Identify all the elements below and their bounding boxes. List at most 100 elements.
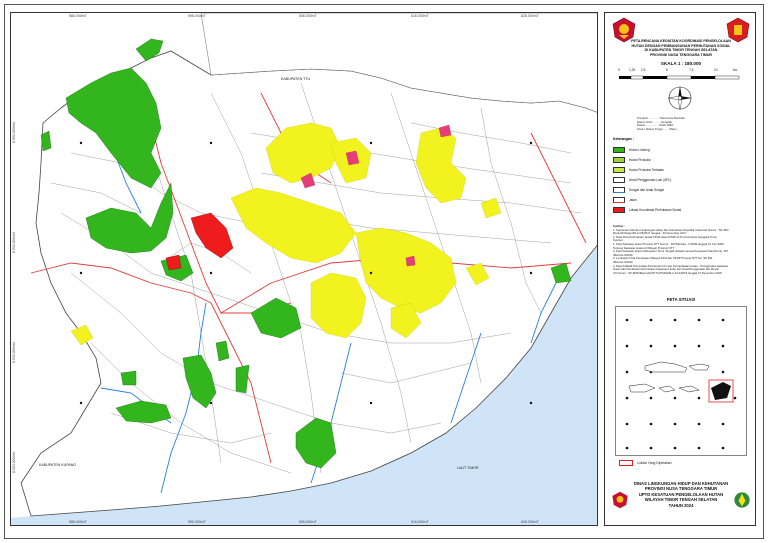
ttu-region <box>200 13 597 113</box>
legend-item: Hutan Lindung <box>613 145 650 154</box>
inset-timor-highlight <box>711 382 731 400</box>
note-line-4: Sumber : <box>613 238 625 243</box>
note-line-5: 1. Peta Kawasan Hutan Provinsi NTT Nomor… <box>613 241 724 246</box>
note-line-11: 4. Peta Indikatif Penundaan Pemberian Iz… <box>613 263 729 268</box>
legend-item: Areal Penggunaan Lain (APL) <box>613 175 671 184</box>
map-sheet-frame <box>4 4 764 539</box>
legend-item: Hutan Produksi Terbatas <box>613 165 664 174</box>
legend-item: Jalan <box>613 195 637 204</box>
legend-swatch <box>613 186 625 193</box>
source-notes: Sumber : 1. Keputusan Menteri Lingkungan… <box>613 224 753 275</box>
coord-left-3: 8.934.000mU <box>12 341 16 363</box>
note-line-10: /Menhut-II/2010 <box>613 259 633 264</box>
inset-legend-swatch <box>619 460 633 466</box>
legend-label: Hutan Lindung <box>629 147 650 152</box>
inset-legend: Lokasi Yang Dipetakan <box>619 460 672 466</box>
meta-line-3: Datum ................ WGS 1984 <box>637 123 673 128</box>
social-forestry-locations <box>165 212 234 271</box>
coord-bottom-1: 586.000mT <box>69 520 87 524</box>
note-line-12: Hutan dan Perubahan Peruntukan Kawasan H… <box>613 267 719 272</box>
legend-label: Hutan Produksi Terbatas <box>629 167 664 172</box>
note-line-8: /Menhut-II/2016 <box>613 252 633 257</box>
map-canvas <box>11 13 597 525</box>
note-line-1: 1. Keputusan Menteri Lingkungan Hidup da… <box>613 227 729 232</box>
coord-bottom-2: 596.000mT <box>188 520 206 524</box>
footer-line-3: UPTD KESATUAN PENGELOLAAN HUTAN <box>638 491 724 497</box>
inset-grid-markers <box>625 318 737 450</box>
sea-area <box>11 245 597 525</box>
inset-islands <box>628 361 710 393</box>
province-emblem-icon <box>612 17 636 43</box>
coord-top-4: 616.000mT <box>411 14 429 18</box>
inset-location-box <box>708 379 734 403</box>
title-line-3: DI KABUPATEN TIMOR TENGAH SELATAN <box>644 48 718 53</box>
footer-emblem-right-icon <box>734 492 750 508</box>
scale-tick-3: 5 <box>666 68 668 72</box>
coord-bottom-4: 616.000mT <box>411 520 429 524</box>
map-panel: KABUPATEN TTU KABUPATEN KUPANG LAUT TIMO… <box>10 12 598 526</box>
meta-line-4: Zona / Sistem Tinggi ....... Meter <box>637 126 677 131</box>
footer-line-2: PROVINSI NUSA TENGGARA TIMUR <box>644 486 718 492</box>
scale-bar <box>619 75 740 80</box>
legend-item: Hutan Produksi <box>613 155 651 164</box>
legend-label: Jalan <box>629 197 637 202</box>
legend-label: Lokasi Koordinasi Perhutanan Sosial <box>629 207 682 212</box>
legend-label: Sungai dan Anak Sungai <box>629 187 664 192</box>
meta-line-1: Proyeksi ............. Transverse Mercat… <box>637 116 686 120</box>
scale-tick-1: 1,25 <box>629 68 636 72</box>
inset-legend-label: Lokasi Yang Dipetakan <box>637 461 672 465</box>
agency-footer: DINAS LINGKUNGAN HIDUP DAN KEHUTANAN PRO… <box>605 481 757 508</box>
footer-line-4: WILAYAH TIMOR TENGAH SELATAN <box>644 497 718 503</box>
north-arrow-icon <box>667 86 692 111</box>
legend-label: Areal Penggunaan Lain (APL) <box>629 177 672 182</box>
grid-markers <box>79 141 533 405</box>
title-line-2: HUTAN DENGAN PEMBANGUNAN PERHUTANAN SOSI… <box>631 43 731 48</box>
coord-bottom-5: 626.000mT <box>521 520 539 524</box>
legend-swatch <box>613 176 625 183</box>
scale-text: SKALA 1 : 180.000 <box>660 61 702 66</box>
legend-item: Sungai dan Anak Sungai <box>613 185 664 194</box>
special-areas <box>300 124 452 267</box>
title-line-1: PETA RENCANA KEGIATAN KOORDINASI PENGELO… <box>631 39 731 43</box>
inset-title: PETA SITUASI <box>666 297 696 302</box>
label-laut-timor: LAUT TIMOR <box>457 466 479 470</box>
coord-top-3: 606.000mT <box>299 14 317 18</box>
legend-swatch <box>613 156 625 163</box>
footer-line-1: DINAS LINGKUNGAN HIDUP DAN KEHUTANAN <box>633 481 729 486</box>
note-line-2: MenLHK/Setjen/PLA.0/5/2017 tanggal : 30 … <box>613 231 687 236</box>
footer-emblem-left-icon <box>612 491 628 509</box>
projection-info: Proyeksi ............. Transverse Mercat… <box>637 116 686 131</box>
legend-swatch <box>613 206 625 213</box>
map-title: PETA RENCANA KEGIATAN KOORDINASI PENGELO… <box>605 39 757 57</box>
coord-bottom-3: 606.000mT <box>299 520 317 524</box>
legend-label: Hutan Produksi <box>629 157 651 162</box>
regency-emblem-icon <box>726 17 750 43</box>
title-line-4: PROVINSI NUSA TENGGARA TIMUR <box>649 52 713 57</box>
scale-unit: km <box>733 68 738 72</box>
scale-tick-2: 2,5 <box>641 68 646 72</box>
scale-tick-0: 0 <box>618 68 620 72</box>
legend-swatch <box>613 196 625 203</box>
coord-top-5: 626.000mT <box>521 14 539 18</box>
protected-forest-areas <box>40 38 572 469</box>
inset-map <box>615 306 747 456</box>
footer-line-5: TAHUN 2024 <box>668 502 694 508</box>
coord-left-2: 8.944.000mU <box>12 231 16 253</box>
note-line-3: 2. Data Peta Perhutanan Sosial KPH/Lokas… <box>613 234 718 239</box>
scale-tick-4: 7,5 <box>689 68 694 72</box>
production-forest-areas <box>70 122 502 346</box>
note-line-7: 2. Peta Kawasan Hutan Kabupaten Timor Te… <box>613 249 729 254</box>
coord-top-2: 596.000mT <box>188 14 206 18</box>
meta-line-2: Datum Horiz ......... Geografi <box>637 119 672 124</box>
legend-swatch <box>613 146 625 153</box>
note-line-13: XV Nomor : SK.8646/MenLHK-PKTL/IPSDH/PLA… <box>613 270 722 275</box>
legend-title: Keterangan : <box>613 137 634 141</box>
coord-left-4: 8.924.000mU <box>12 451 16 473</box>
coord-top-1: 586.000mT <box>69 14 87 18</box>
notes-title: Sumber : <box>613 224 626 228</box>
note-line-9: 3. Lembaran Peta Penetapan Wilayah KPH d… <box>613 256 713 261</box>
legend-panel: PETA RENCANA KEGIATAN KOORDINASI PENGELO… <box>604 12 756 526</box>
legend-item: Lokasi Koordinasi Perhutanan Sosial <box>613 205 681 214</box>
coord-left-1: 8.954.000mU <box>12 121 16 143</box>
label-kabupaten-kupang: KABUPATEN KUPANG <box>39 463 77 467</box>
